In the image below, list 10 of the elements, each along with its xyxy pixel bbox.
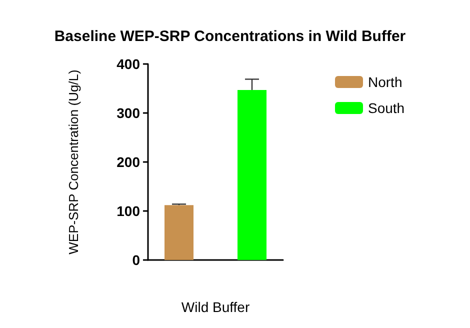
- y-axis-title: WEP-SRP Concentration (Ug/L): [66, 70, 81, 254]
- y-tick-label: 300: [116, 105, 140, 121]
- y-tick-label: 100: [116, 203, 140, 219]
- legend-label: North: [368, 74, 402, 90]
- x-axis-title: Wild Buffer: [181, 299, 250, 315]
- legend-label: South: [368, 100, 405, 116]
- y-tick-label: 400: [116, 56, 140, 72]
- y-tick-label: 200: [116, 154, 140, 170]
- y-tick-label: 0: [132, 252, 140, 268]
- chart-title: Baseline WEP-SRP Concentrations in Wild Buffer: [54, 28, 406, 45]
